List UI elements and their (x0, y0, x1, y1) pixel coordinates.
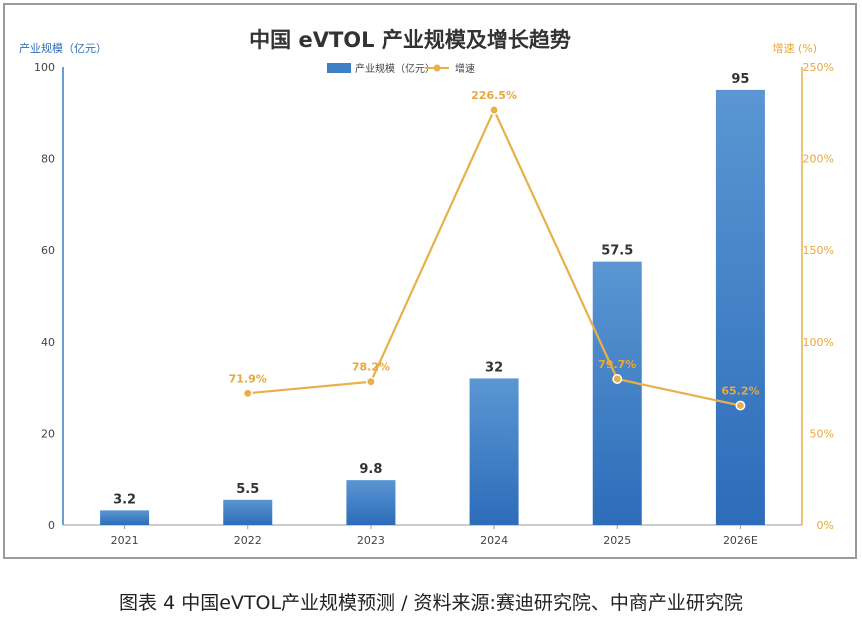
bar-value-label: 3.2 (113, 492, 136, 507)
bar (100, 510, 150, 525)
axes: 0 20 40 60 80 100 0% 50% 100% 150% 200% 250% 2021 202… (34, 61, 834, 547)
growth-point (489, 105, 500, 116)
right-tick-label: 250% (803, 61, 834, 74)
x-category-label: 2026E (723, 534, 758, 547)
legend-bar-label: 产业规模（亿元） (355, 62, 435, 75)
bar (592, 261, 642, 525)
growth-line-series: 71.9% 78.2% 226.5% 79.7% 65.2% (229, 89, 760, 411)
bar (346, 480, 396, 525)
chart-title: 中国 eVTOL 产业规模及增长趋势 (249, 28, 571, 52)
bar-series: 3.2 5.5 9.8 32 57.5 95 (100, 72, 765, 526)
left-axis-title: 产业规模（亿元） (19, 41, 107, 55)
legend-bar-swatch (327, 63, 351, 73)
bar-value-label: 9.8 (359, 462, 382, 477)
left-tick-label: 40 (41, 336, 55, 349)
right-tick-label: 150% (803, 244, 834, 257)
growth-value-label: 78.2% (352, 361, 390, 374)
bar-value-label: 57.5 (601, 244, 633, 259)
x-category-label: 2022 (234, 534, 262, 547)
growth-value-label: 65.2% (721, 385, 759, 398)
left-tick-label: 100 (34, 61, 55, 74)
growth-value-label: 71.9% (229, 372, 267, 385)
x-category-label: 2023 (357, 534, 385, 547)
left-tick-label: 20 (41, 427, 55, 440)
growth-point (242, 388, 253, 399)
right-tick-label: 200% (803, 153, 834, 166)
growth-point (735, 400, 746, 411)
left-tick-label: 60 (41, 244, 55, 257)
growth-point (612, 374, 623, 384)
bar (223, 499, 273, 525)
growth-value-label: 226.5% (471, 89, 517, 102)
bar-value-label: 5.5 (236, 482, 259, 497)
figure-caption: 图表 4 中国eVTOL产业规模预测 / 资料来源:赛迪研究院、中商产业研究院 (119, 592, 743, 614)
x-category-label: 2021 (111, 534, 139, 547)
growth-chart: 中国 eVTOL 产业规模及增长趋势 产业规模（亿元） 增速 (%) 产业规模（… (19, 28, 834, 547)
right-axis-title: 增速 (%) (772, 41, 817, 55)
right-tick-label: 100% (803, 336, 834, 349)
legend: 产业规模（亿元） 增速 (327, 62, 475, 75)
left-tick-label: 80 (41, 153, 55, 166)
x-category-label: 2025 (603, 534, 631, 547)
growth-value-label: 79.7% (598, 358, 636, 371)
x-category-label: 2024 (480, 534, 508, 547)
bar (469, 378, 519, 525)
bar-value-label: 32 (485, 360, 503, 375)
legend-line-label: 增速 (455, 62, 475, 75)
chart-frame: 中国 eVTOL 产业规模及增长趋势 产业规模（亿元） 增速 (%) 产业规模（… (3, 3, 857, 559)
bar-value-label: 95 (731, 72, 749, 87)
bar (715, 89, 765, 526)
legend-line-marker (433, 64, 441, 72)
right-tick-label: 0% (817, 519, 834, 532)
left-tick-label: 0 (48, 519, 55, 532)
growth-point (365, 376, 376, 387)
right-tick-label: 50% (810, 427, 834, 440)
